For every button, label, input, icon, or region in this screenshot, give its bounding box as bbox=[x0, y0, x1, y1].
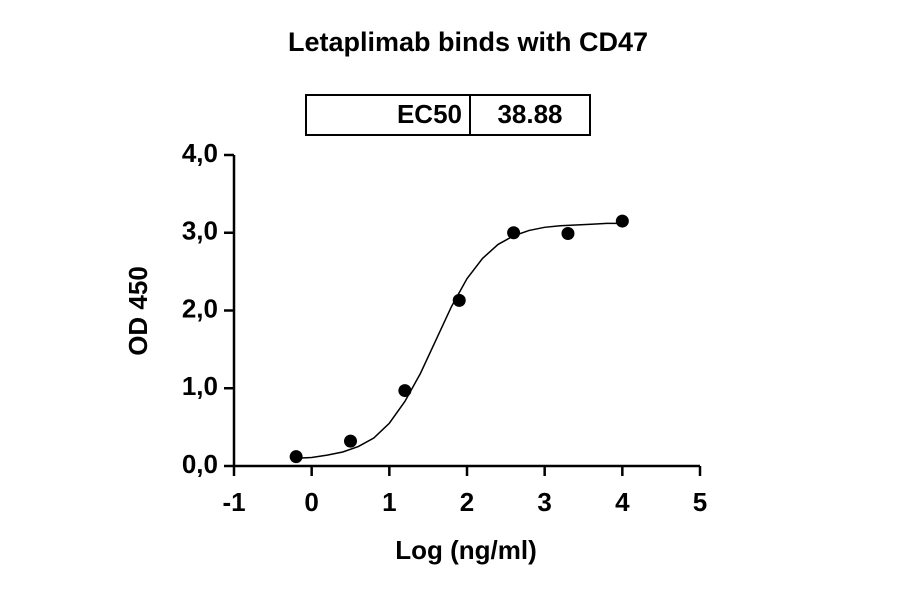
data-point bbox=[507, 226, 521, 240]
data-point bbox=[289, 450, 303, 464]
chart-title: Letaplimab binds with CD47 bbox=[288, 27, 648, 57]
y-tick-label: 1,0 bbox=[182, 371, 218, 401]
data-point bbox=[344, 434, 357, 448]
x-tick-label: -1 bbox=[222, 487, 245, 517]
ec50-header: EC50 bbox=[397, 99, 462, 129]
data-point bbox=[398, 384, 412, 398]
x-tick-label: 0 bbox=[304, 487, 318, 517]
ec50-box bbox=[305, 94, 591, 136]
x-tick-label: 3 bbox=[537, 487, 551, 517]
y-tick-label: 3,0 bbox=[182, 216, 218, 246]
x-tick-label: 1 bbox=[382, 487, 396, 517]
data-point bbox=[561, 227, 575, 241]
fit-curve bbox=[296, 222, 623, 459]
y-tick-label: 0,0 bbox=[182, 449, 218, 479]
data-point bbox=[615, 214, 629, 228]
y-axis-label: OD 450 bbox=[123, 266, 153, 356]
x-tick-label: 5 bbox=[693, 487, 707, 517]
x-tick-label: 4 bbox=[615, 487, 630, 517]
x-axis-label: Log (ng/ml) bbox=[395, 535, 537, 565]
y-tick-label: 2,0 bbox=[182, 293, 218, 323]
x-tick-label: 2 bbox=[460, 487, 474, 517]
y-tick-label: 4,0 bbox=[182, 138, 218, 168]
ec50-value: 38.88 bbox=[497, 99, 562, 129]
